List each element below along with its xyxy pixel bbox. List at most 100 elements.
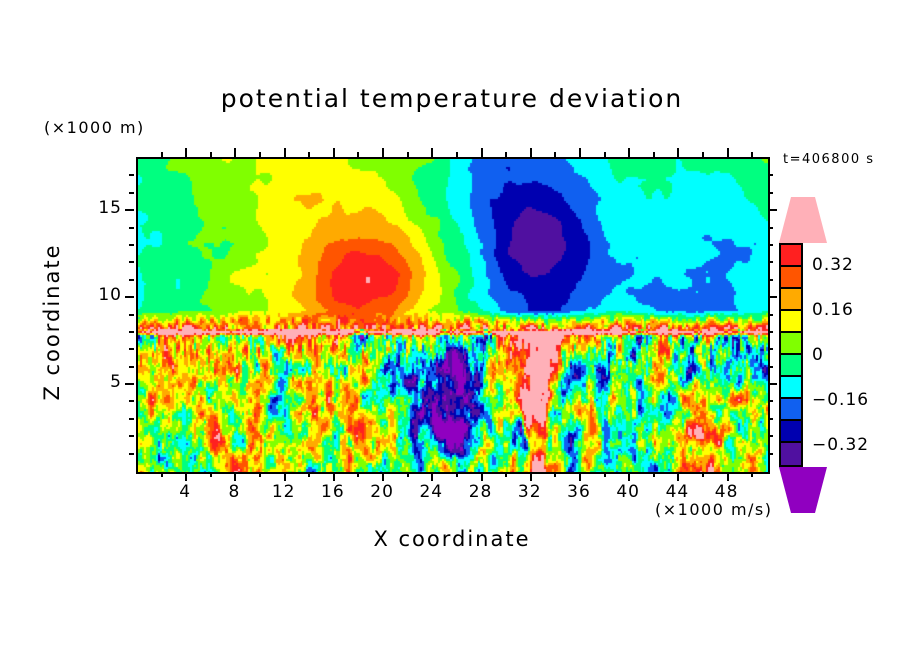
- tick-mark: [129, 435, 134, 437]
- tick-mark: [554, 152, 556, 157]
- tick-mark: [768, 453, 773, 455]
- tick-mark: [677, 148, 679, 157]
- tick-mark: [210, 152, 212, 157]
- colorbar-tick-label: 0.16: [812, 300, 854, 321]
- tick-mark: [768, 209, 777, 211]
- tick-mark: [768, 227, 773, 229]
- x-axis-title: X coordinate: [373, 527, 531, 551]
- tick-mark: [768, 244, 773, 246]
- tick-mark: [727, 148, 729, 157]
- tick-mark: [407, 152, 409, 157]
- tick-mark: [768, 348, 773, 350]
- tick-mark: [129, 227, 134, 229]
- tick-mark: [125, 383, 134, 385]
- tick-mark: [259, 152, 261, 157]
- colorbar-segment: [781, 421, 801, 443]
- tick-mark: [604, 472, 606, 477]
- tick-mark: [333, 472, 335, 481]
- colorbar-segment: [781, 289, 801, 311]
- tick-mark: [333, 148, 335, 157]
- contour-field: [138, 159, 768, 472]
- tick-mark: [702, 152, 704, 157]
- tick-mark: [284, 472, 286, 481]
- tick-mark: [407, 472, 409, 477]
- x-tick-label: 40: [616, 482, 640, 502]
- tick-mark: [727, 472, 729, 481]
- tick-mark: [234, 148, 236, 157]
- tick-mark: [628, 472, 630, 481]
- tick-mark: [768, 174, 773, 176]
- tick-mark: [653, 152, 655, 157]
- colorbar: [779, 243, 803, 467]
- tick-mark: [456, 152, 458, 157]
- time-annotation: t=406800 s: [783, 152, 875, 167]
- tick-mark: [129, 418, 134, 420]
- tick-mark: [129, 192, 134, 194]
- tick-mark: [185, 148, 187, 157]
- x-tick-label: 4: [179, 482, 192, 502]
- x-tick-label: 8: [228, 482, 241, 502]
- tick-mark: [308, 472, 310, 477]
- tick-mark: [768, 314, 773, 316]
- colorbar-segment: [781, 377, 801, 399]
- tick-mark: [768, 331, 773, 333]
- tick-mark: [357, 472, 359, 477]
- tick-mark: [554, 472, 556, 477]
- colorbar-segment: [781, 311, 801, 333]
- tick-mark: [129, 279, 134, 281]
- tick-mark: [481, 472, 483, 481]
- tick-mark: [628, 148, 630, 157]
- tick-mark: [210, 472, 212, 477]
- tick-mark: [382, 472, 384, 481]
- tick-mark: [768, 383, 777, 385]
- colorbar-tick-label: 0.32: [812, 255, 854, 276]
- colorbar-segment: [781, 399, 801, 421]
- tick-mark: [129, 174, 134, 176]
- page-title: potential temperature deviation: [220, 84, 684, 113]
- tick-mark: [161, 472, 163, 477]
- x-tick-label: 32: [517, 482, 542, 502]
- x-tick-label: 24: [419, 482, 444, 502]
- tick-mark: [234, 472, 236, 481]
- tick-mark: [751, 472, 753, 477]
- colorbar-tick-label: −0.16: [812, 389, 870, 410]
- tick-mark: [125, 296, 134, 298]
- colorbar-tick-label: 0: [812, 345, 824, 365]
- tick-mark: [505, 152, 507, 157]
- tick-mark: [357, 152, 359, 157]
- tick-mark: [677, 472, 679, 481]
- x-tick-label: 36: [567, 482, 591, 502]
- colorbar-segment: [781, 443, 801, 465]
- tick-mark: [702, 472, 704, 477]
- x-tick-label: 28: [468, 482, 493, 502]
- tick-mark: [768, 261, 773, 263]
- tick-mark: [129, 366, 134, 368]
- y-tick-label: 15: [98, 198, 122, 219]
- tick-mark: [530, 148, 532, 157]
- x-tick-label: 12: [271, 482, 296, 502]
- tick-mark: [768, 366, 773, 368]
- colorbar-under-arrow: [779, 467, 827, 513]
- tick-mark: [284, 148, 286, 157]
- y-tick-label: 5: [110, 372, 122, 393]
- tick-mark: [431, 472, 433, 481]
- tick-mark: [161, 152, 163, 157]
- contour-plot-area: [136, 157, 770, 474]
- tick-mark: [259, 472, 261, 477]
- x-tick-label: 20: [370, 482, 394, 502]
- tick-mark: [579, 472, 581, 481]
- tick-mark: [129, 348, 134, 350]
- tick-mark: [431, 148, 433, 157]
- tick-mark: [129, 314, 134, 316]
- tick-mark: [768, 400, 773, 402]
- tick-mark: [604, 152, 606, 157]
- colorbar-segment: [781, 245, 801, 267]
- colorbar-segment: [781, 267, 801, 289]
- tick-mark: [768, 296, 777, 298]
- x-tick-label: 48: [714, 482, 739, 502]
- tick-mark: [768, 192, 773, 194]
- tick-mark: [125, 209, 134, 211]
- tick-mark: [505, 472, 507, 477]
- tick-mark: [751, 152, 753, 157]
- x-tick-label: 16: [321, 482, 345, 502]
